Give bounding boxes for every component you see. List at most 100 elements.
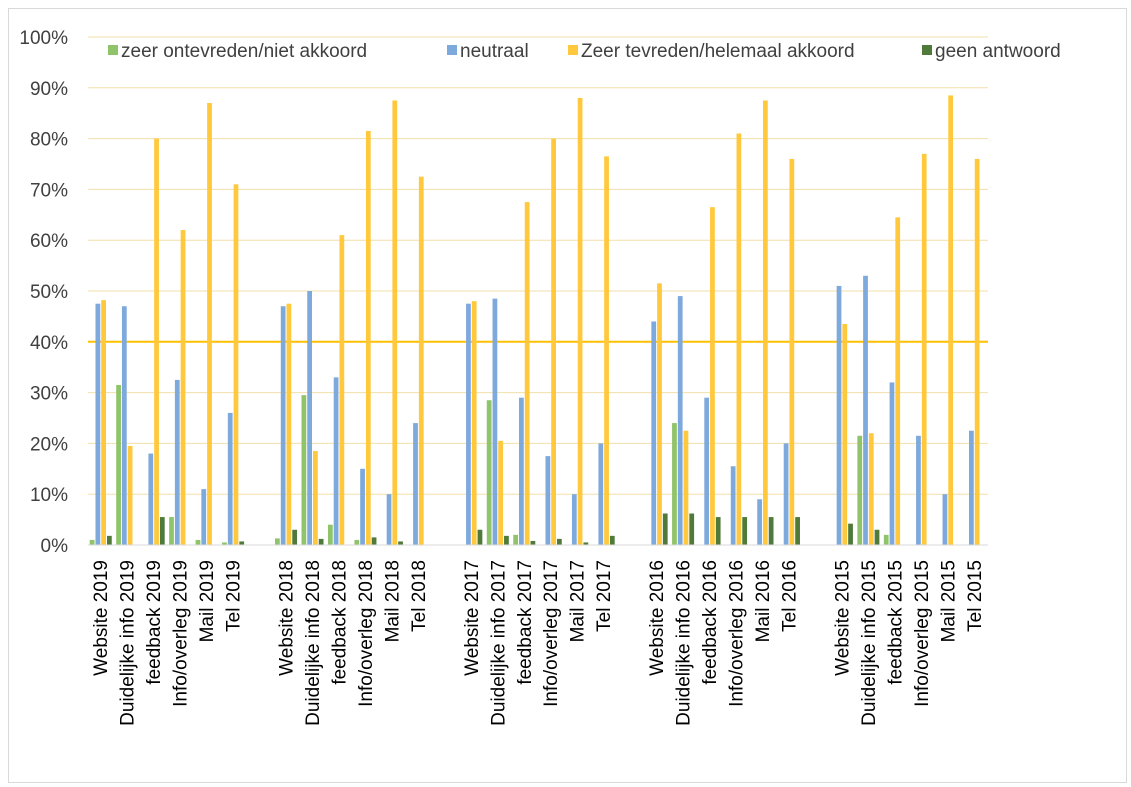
category-label: Tel 2019: [224, 560, 245, 632]
bar-zeer-ontevreden-niet-akkoord: [486, 400, 492, 545]
bar-neutraal: [571, 494, 577, 545]
bar-neutraal: [730, 466, 736, 545]
category-label: Mail 2018: [382, 560, 403, 642]
bar-zeer-tevreden-helemaal-akkoord: [551, 138, 556, 545]
y-axis-tick-labels: 0% 10% 20% 30% 40% 50% 60% 70% 80% 90% 100%: [19, 28, 68, 557]
category-label: Mail 2016: [753, 560, 774, 642]
category-label: Info/overleg 2016: [727, 560, 748, 707]
y-tick-label: 60%: [30, 231, 68, 252]
category-label: Website 2019: [91, 560, 112, 676]
bar-neutraal: [651, 321, 657, 545]
bar-zeer-tevreden-helemaal-akkoord: [207, 103, 212, 545]
y-tick-label: 30%: [30, 384, 68, 405]
bar-zeer-ontevreden-niet-akkoord: [857, 435, 863, 545]
bar-zeer-tevreden-helemaal-akkoord: [948, 95, 954, 546]
category-label: feedback 2018: [329, 560, 350, 685]
bar-zeer-ontevreden-niet-akkoord: [195, 539, 201, 545]
legend-swatch: [447, 45, 457, 55]
bar-zeer-tevreden-helemaal-akkoord: [180, 230, 186, 546]
bar-zeer-tevreden-helemaal-akkoord: [154, 138, 159, 545]
bar-geen-antwoord: [106, 535, 112, 545]
bar-geen-antwoord: [477, 529, 483, 545]
category-label: Mail 2019: [197, 560, 218, 642]
bar-zeer-tevreden-helemaal-akkoord: [365, 130, 371, 546]
category-label: Duidelijke info 2015: [859, 560, 880, 726]
bar-neutraal: [757, 499, 762, 545]
bar-zeer-ontevreden-niet-akkoord: [169, 517, 174, 545]
bar-zeer-tevreden-helemaal-akkoord: [974, 158, 980, 546]
bar-zeer-ontevreden-niet-akkoord: [89, 539, 95, 545]
bar-geen-antwoord: [715, 517, 721, 545]
y-tick-label: 20%: [30, 434, 68, 455]
bar-geen-antwoord: [530, 540, 536, 545]
bar-zeer-tevreden-helemaal-akkoord: [921, 153, 927, 545]
y-tick-label: 10%: [30, 485, 68, 506]
bar-geen-antwoord: [556, 538, 562, 545]
bar-zeer-ontevreden-niet-akkoord: [327, 524, 333, 545]
bar-geen-antwoord: [292, 529, 298, 545]
category-label: Tel 2016: [779, 560, 800, 632]
bar-zeer-tevreden-helemaal-akkoord: [339, 235, 345, 545]
bar-geen-antwoord: [504, 535, 509, 545]
bar-geen-antwoord: [239, 541, 245, 545]
bar-geen-antwoord: [689, 513, 695, 545]
category-label: feedback 2016: [700, 560, 721, 685]
bar-zeer-tevreden-helemaal-akkoord: [313, 451, 318, 545]
bar-geen-antwoord: [609, 535, 615, 545]
bar-geen-antwoord: [318, 538, 324, 545]
bar-zeer-tevreden-helemaal-akkoord: [233, 184, 239, 545]
y-tick-label: 90%: [30, 79, 68, 100]
bar-zeer-ontevreden-niet-akkoord: [222, 542, 227, 545]
legend-label: Zeer tevreden/helemaal akkoord: [581, 41, 855, 62]
category-label: Mail 2017: [568, 560, 589, 642]
bar-neutraal: [333, 377, 339, 545]
bars: [89, 95, 980, 546]
category-label: Tel 2017: [594, 560, 615, 632]
category-label: Duidelijke info 2016: [674, 560, 695, 726]
bar-neutraal: [413, 423, 418, 545]
category-label: Info/overleg 2015: [912, 560, 933, 707]
bar-zeer-ontevreden-niet-akkoord: [672, 423, 677, 545]
bar-neutraal: [466, 303, 471, 545]
bar-zeer-tevreden-helemaal-akkoord: [392, 100, 398, 545]
bar-neutraal: [836, 285, 842, 545]
bar-neutraal: [148, 453, 154, 545]
category-label: Info/overleg 2019: [171, 560, 192, 707]
bar-zeer-tevreden-helemaal-akkoord: [127, 445, 133, 545]
bar-neutraal: [386, 494, 392, 545]
bar-zeer-tevreden-helemaal-akkoord: [683, 430, 689, 545]
bar-geen-antwoord: [371, 537, 377, 545]
category-label: Duidelijke info 2017: [488, 560, 509, 726]
bar-geen-antwoord: [662, 513, 668, 545]
chart-frame: [8, 8, 1127, 783]
bar-neutraal: [677, 296, 683, 545]
category-labels: Website 2019 Duidelijke info 2019 feedback…: [91, 560, 986, 726]
category-label: feedback 2019: [144, 560, 165, 685]
legend: zeer ontevreden/niet akkoord neutraal Zeer…: [108, 41, 1061, 62]
bar-geen-antwoord: [159, 517, 165, 545]
y-tick-label: 70%: [30, 180, 68, 201]
bar-zeer-ontevreden-niet-akkoord: [513, 534, 519, 545]
bar-zeer-tevreden-helemaal-akkoord: [577, 97, 583, 546]
y-tick-label: 50%: [30, 282, 68, 303]
bar-zeer-tevreden-helemaal-akkoord: [736, 133, 742, 545]
bar-geen-antwoord: [874, 529, 880, 545]
bar-neutraal: [889, 382, 895, 545]
bar-zeer-ontevreden-niet-akkoord: [883, 534, 889, 545]
legend-swatch: [108, 45, 118, 55]
bar-geen-antwoord: [848, 523, 853, 545]
category-label: Tel 2018: [409, 560, 430, 632]
bar-geen-antwoord: [583, 542, 589, 545]
bar-zeer-tevreden-helemaal-akkoord: [471, 301, 477, 545]
bar-neutraal: [969, 430, 974, 545]
bar-neutraal: [783, 443, 789, 545]
bar-neutraal: [942, 494, 948, 545]
bar-zeer-tevreden-helemaal-akkoord: [710, 207, 715, 545]
bar-zeer-tevreden-helemaal-akkoord: [286, 303, 292, 545]
category-label: Website 2017: [462, 560, 483, 676]
bar-zeer-tevreden-helemaal-akkoord: [763, 100, 768, 545]
bar-neutraal: [95, 303, 101, 545]
bar-zeer-tevreden-helemaal-akkoord: [895, 217, 901, 545]
bar-zeer-tevreden-helemaal-akkoord: [868, 433, 874, 545]
